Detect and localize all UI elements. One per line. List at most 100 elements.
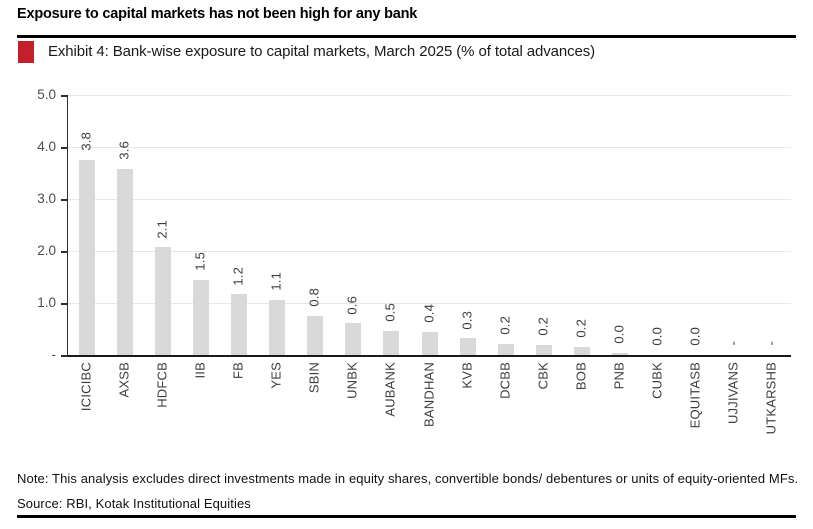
x-axis-label-text: FB [230,362,246,380]
y-axis-label: - [51,347,57,362]
title-divider [17,35,796,38]
bar-value-text: 0.0 [687,327,703,346]
bar-value-text: 0.6 [344,295,360,315]
y-axis-tick [61,355,67,357]
x-axis-label-text: HDFCB [154,362,170,408]
bar-value-label: 0.2 [497,316,513,339]
x-axis-label: PNB [611,362,627,393]
bar-value-label: 0.0 [611,325,627,348]
bar [117,168,134,355]
x-axis-label: UJJIVANS [725,362,741,428]
bar [497,344,514,355]
y-axis-tick [61,303,67,305]
x-axis-label-text: AUBANK [382,362,398,417]
x-axis-label-text: IIB [192,362,208,379]
x-axis-label-text: YES [268,362,284,389]
exhibit-red-marker-icon [18,41,34,63]
gridline [68,303,791,304]
bar-value-text: 0.2 [573,319,589,338]
bar [345,323,362,355]
x-axis-label-text: CBK [535,362,551,390]
bar-value-label: 0.0 [687,327,703,350]
bar-value-label: 0.3 [459,310,475,334]
bar-value-label: - [763,334,779,350]
bar-value-text: 0.5 [382,302,398,322]
bar-value-label: 1.5 [192,252,208,275]
x-axis-label-text: EQUITASB [687,362,703,429]
y-axis-label: 1.0 [37,295,56,310]
y-axis-label: 2.0 [37,243,56,258]
x-axis-label: UNBK [344,362,360,403]
x-axis-label-text: DCBB [497,362,513,399]
x-axis-label: DCBB [497,362,513,403]
x-axis-label-text: SBIN [306,362,322,394]
bar-value-label: 3.8 [78,131,94,155]
bar [535,344,552,355]
bar-value-label: 3.6 [116,141,132,164]
x-axis-label-text: ICICIBC [78,362,94,412]
bar [307,316,324,355]
bar-value-text: 1.5 [192,252,208,272]
x-axis-label: BANDHAN [421,362,436,431]
bar-value-text: 0.2 [535,316,551,336]
x-axis-label: AUBANK [382,362,398,421]
x-axis-label-text: BANDHAN [421,362,436,427]
bar-value-text: 1.1 [268,272,284,291]
y-axis-tick [61,147,67,149]
x-axis-label: KVB [459,362,475,393]
bar [269,299,286,355]
bar-chart: 5.0 4.0 3.0 2.0 1.0 - 3.8 ICICIBC 3.6 AXSB 2.1 HDFC… [0,87,813,460]
x-axis-label: BOB [573,362,589,394]
bar-value-text: 0.2 [497,316,513,336]
bar-value-label: 0.2 [535,316,551,340]
x-axis-label: EQUITASB [687,362,703,432]
gridline [68,251,791,252]
bar-value-label: 1.1 [268,272,284,295]
bar-value-text: 0.3 [459,310,475,330]
gridline [68,95,791,96]
bar [459,338,476,355]
y-axis-label: 3.0 [37,191,56,206]
bar-value-label: 0.2 [573,319,589,342]
gridline [68,147,791,148]
x-axis-label-text: CUBK [649,362,665,399]
bar-value-label: 2.1 [154,219,170,243]
x-axis-label-text: KVB [459,362,475,389]
x-axis-label: SBIN [306,362,322,397]
bar-value-text: 2.1 [154,219,170,239]
bar-value-text: 3.6 [116,141,132,160]
x-axis-label: CBK [535,362,551,393]
bar [573,346,590,355]
bar-value-text: 3.8 [78,131,94,151]
bar-value-label: 1.2 [231,267,246,290]
x-axis-label: FB [230,362,246,383]
bar-value-label: 0.4 [421,304,436,327]
chart-source: Source: RBI, Kotak Institutional Equitie… [17,496,251,511]
x-axis-label: CUBK [649,362,665,403]
x-axis-label-text: UNBK [344,362,360,399]
x-axis-label-text: UTKARSHB [763,362,779,435]
bar [193,280,210,355]
x-axis-label: IIB [192,362,208,383]
bar-value-label: 0.8 [307,288,322,311]
bar-value-label: 0.5 [382,302,398,326]
bar-value-label: - [725,334,740,350]
x-axis-label: YES [268,362,284,393]
plot-area [67,95,791,357]
bar-value-text: 0.0 [611,325,627,344]
x-axis-label-text: UJJIVANS [725,362,741,425]
bar [611,352,628,355]
bar [155,247,172,355]
y-axis-label: 4.0 [37,139,56,154]
x-axis-label-text: AXSB [116,362,132,398]
x-axis-label: ICICIBC [78,362,94,415]
bar-value-label: 0.0 [649,327,664,350]
y-axis-tick [61,199,67,201]
gridline [68,199,791,200]
bar [383,330,400,355]
x-axis-label-text: PNB [611,362,627,390]
x-axis-label: UTKARSHB [763,362,779,438]
x-axis-label-text: BOB [573,362,589,391]
bar-value-text: - [763,341,779,346]
